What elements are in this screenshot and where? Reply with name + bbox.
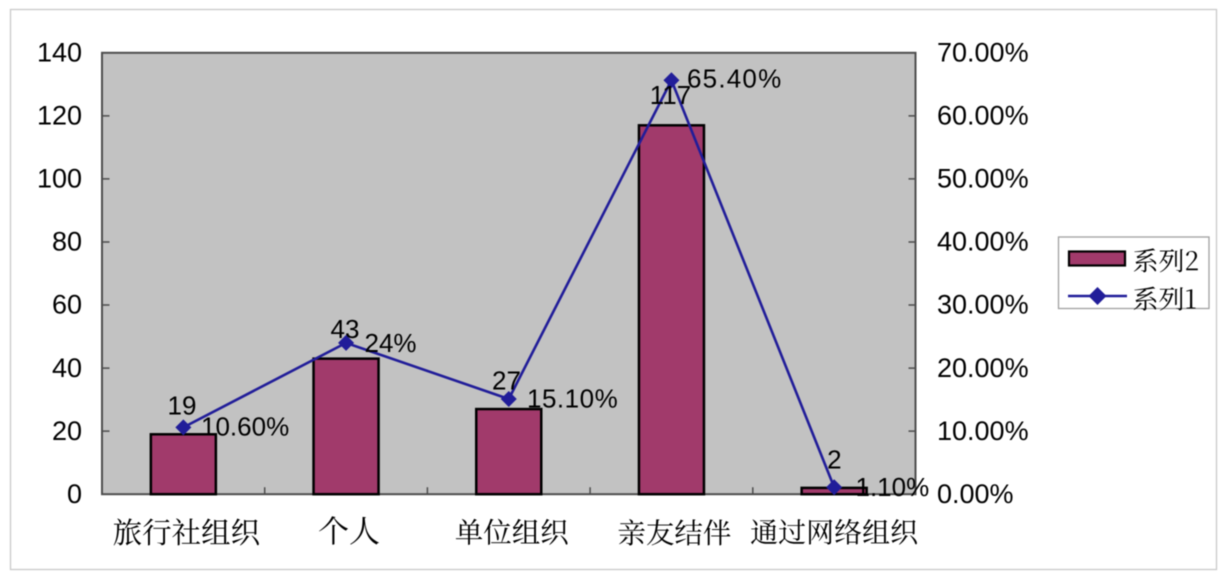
svg-text:100: 100 — [37, 164, 82, 194]
svg-text:117: 117 — [650, 80, 691, 110]
svg-text:50.00%: 50.00% — [937, 164, 1029, 194]
svg-text:65.40%: 65.40% — [687, 64, 782, 94]
svg-text:27: 27 — [492, 365, 521, 395]
svg-text:43: 43 — [331, 314, 360, 344]
svg-text:40.00%: 40.00% — [937, 227, 1029, 257]
svg-text:0: 0 — [67, 479, 82, 509]
svg-text:70.00%: 70.00% — [937, 38, 1029, 68]
svg-text:15.10%: 15.10% — [527, 384, 618, 414]
svg-text:120: 120 — [37, 101, 82, 131]
svg-text:80: 80 — [52, 227, 82, 257]
svg-text:24%: 24% — [365, 328, 417, 358]
svg-text:20.00%: 20.00% — [937, 353, 1029, 383]
svg-text:0.00%: 0.00% — [937, 479, 1014, 509]
svg-text:1.10%: 1.10% — [856, 472, 930, 502]
svg-text:60: 60 — [52, 290, 82, 320]
svg-text:20: 20 — [52, 416, 82, 446]
svg-text:2: 2 — [827, 444, 841, 474]
svg-text:140: 140 — [37, 38, 82, 68]
svg-text:40: 40 — [52, 353, 82, 383]
svg-text:60.00%: 60.00% — [937, 101, 1029, 131]
svg-text:30.00%: 30.00% — [937, 290, 1029, 320]
svg-text:19: 19 — [168, 390, 197, 420]
svg-text:10.00%: 10.00% — [937, 416, 1029, 446]
svg-text:10.60%: 10.60% — [201, 412, 289, 442]
